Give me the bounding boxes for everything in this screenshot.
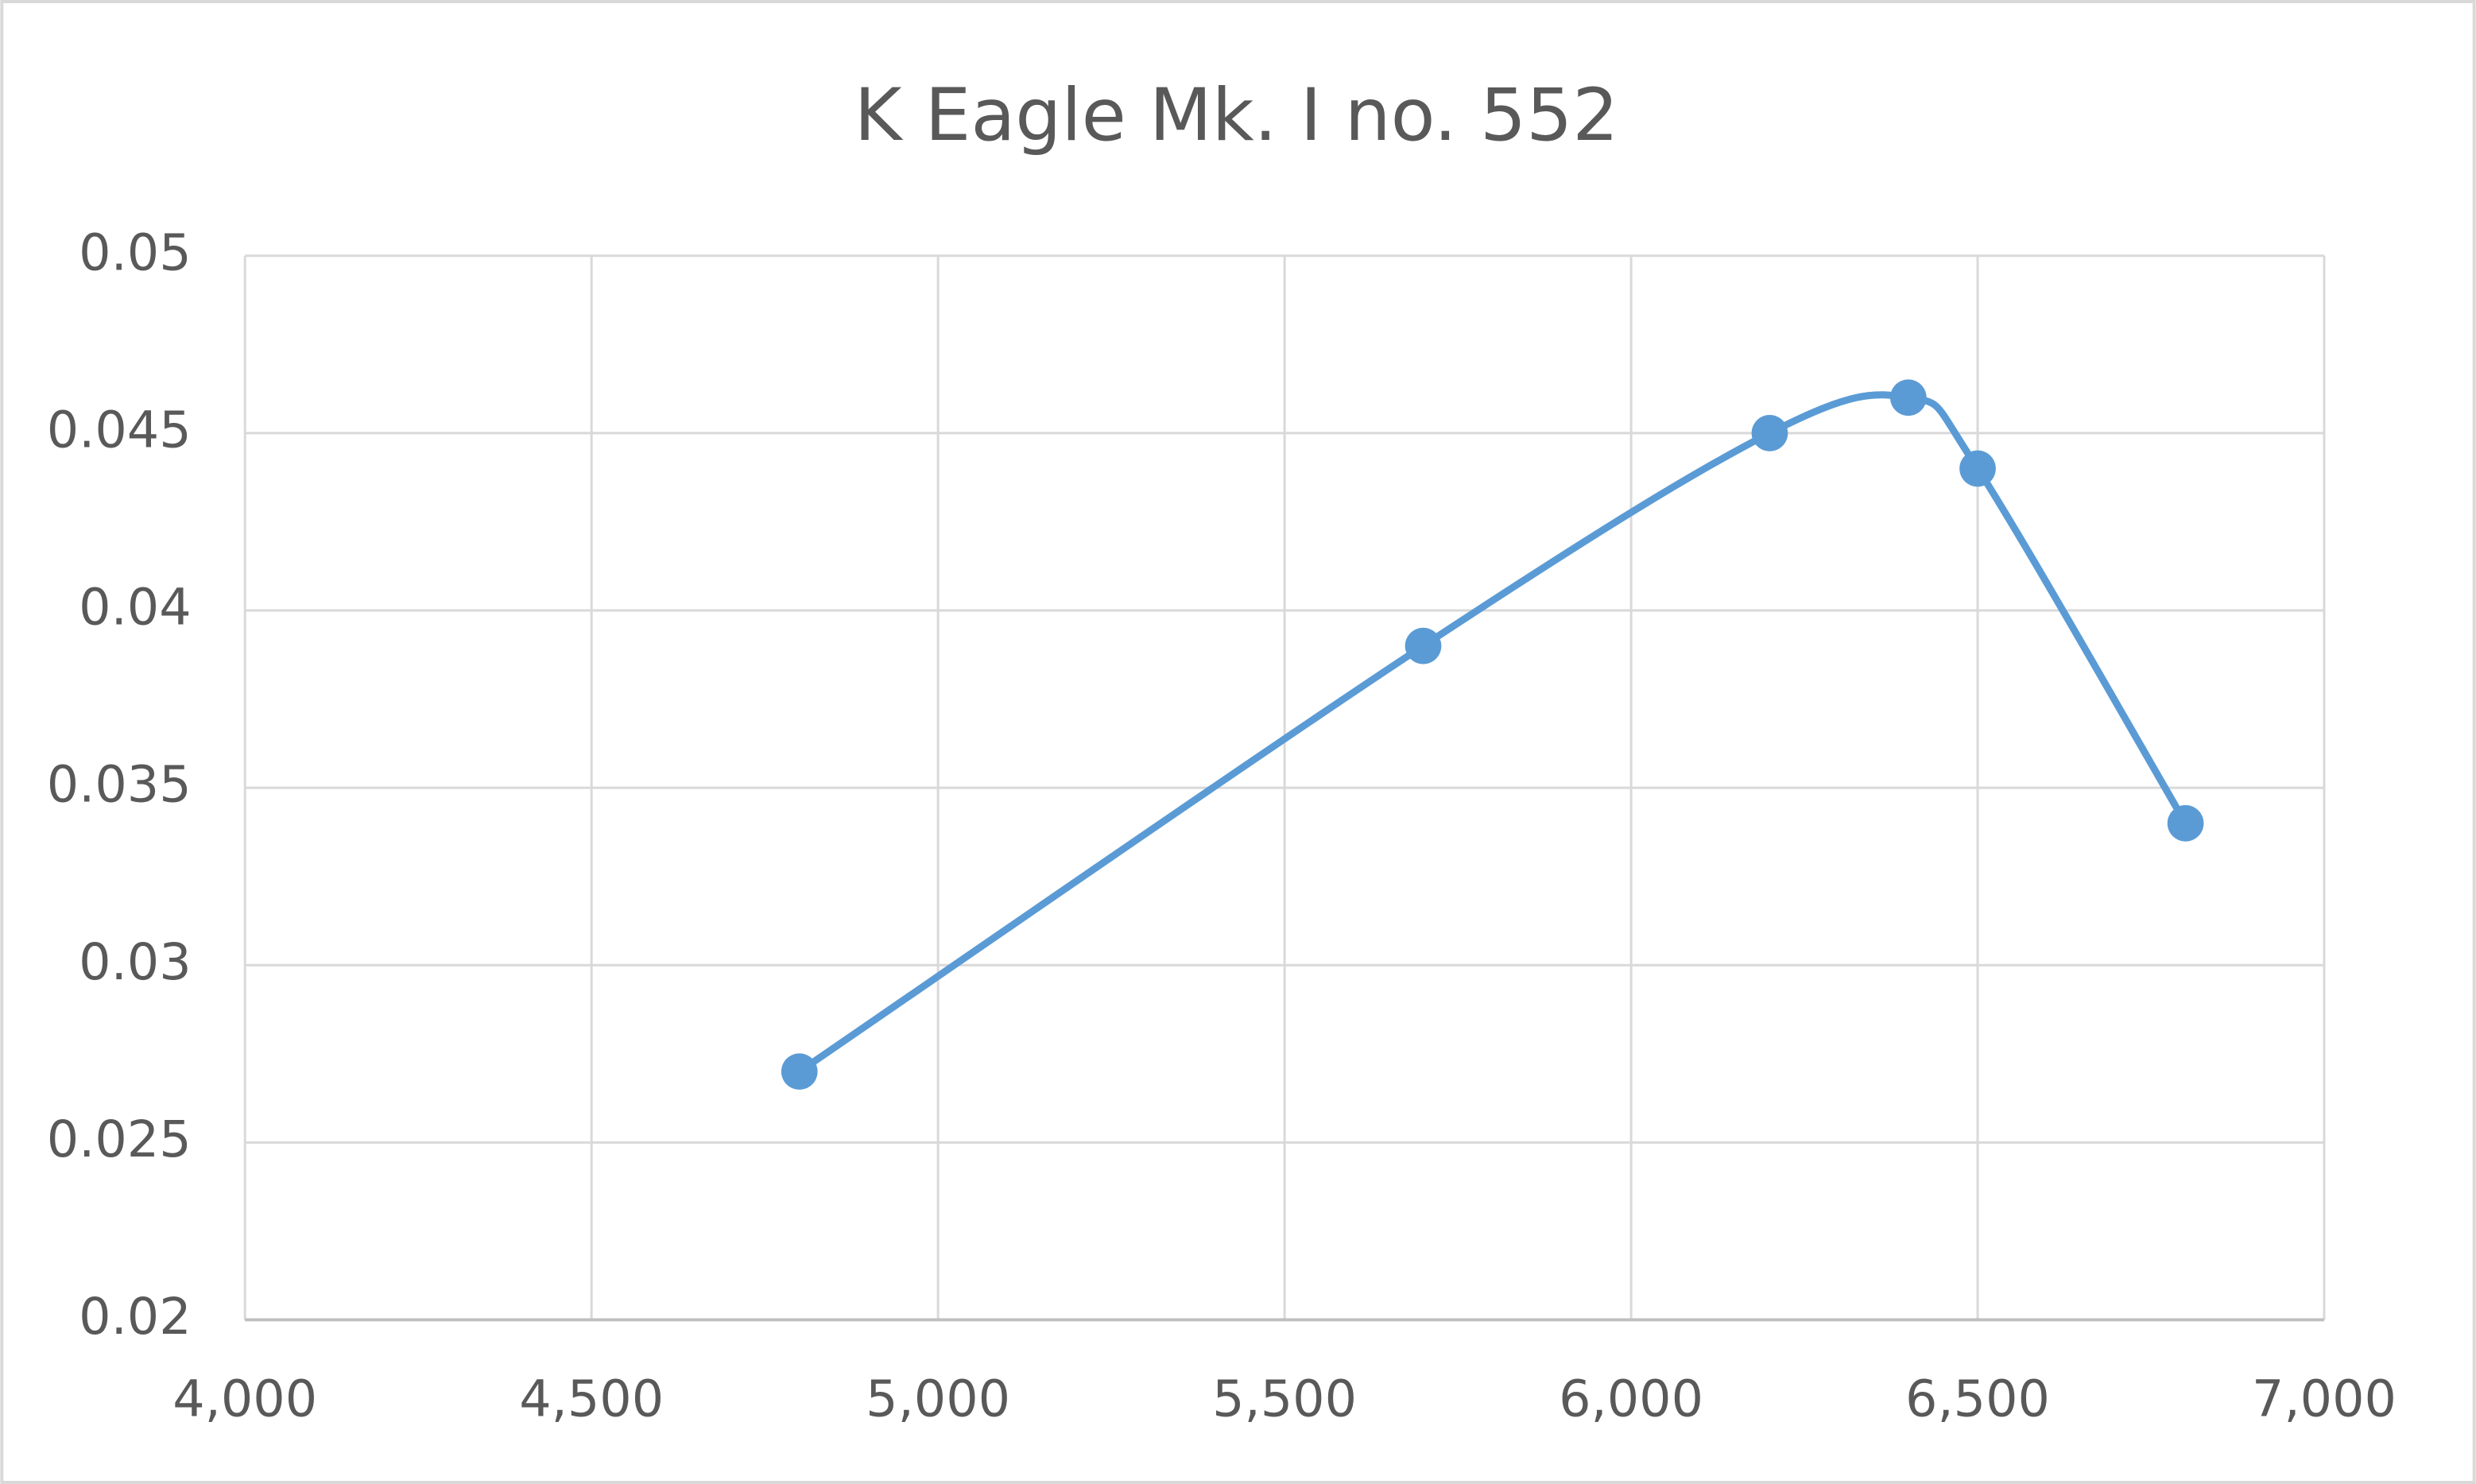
data-point — [781, 1053, 818, 1090]
data-point — [1889, 379, 1927, 417]
x-tick-label: 5,000 — [866, 1369, 1010, 1428]
y-tick-label: 0.04 — [79, 578, 192, 637]
chart-title: K Eagle Mk. I no. 552 — [854, 72, 1619, 157]
y-tick-label: 0.025 — [47, 1110, 192, 1168]
x-tick-label: 5,500 — [1212, 1369, 1357, 1428]
x-tick-label: 4,500 — [519, 1369, 664, 1428]
y-tick-label: 0.02 — [79, 1287, 192, 1346]
y-tick-label: 0.035 — [47, 755, 192, 814]
x-tick-label: 6,500 — [1905, 1369, 2050, 1428]
y-tick-label: 0.05 — [79, 223, 192, 281]
data-point — [1959, 450, 1996, 487]
x-tick-label: 7,000 — [2252, 1369, 2397, 1428]
x-tick-label: 6,000 — [1559, 1369, 1703, 1428]
data-point — [2167, 804, 2204, 842]
data-point — [1405, 627, 1442, 665]
x-tick-label: 4,000 — [172, 1369, 317, 1428]
data-point — [1751, 415, 1788, 451]
y-tick-label: 0.045 — [47, 400, 192, 459]
y-tick-label: 0.03 — [79, 932, 192, 991]
